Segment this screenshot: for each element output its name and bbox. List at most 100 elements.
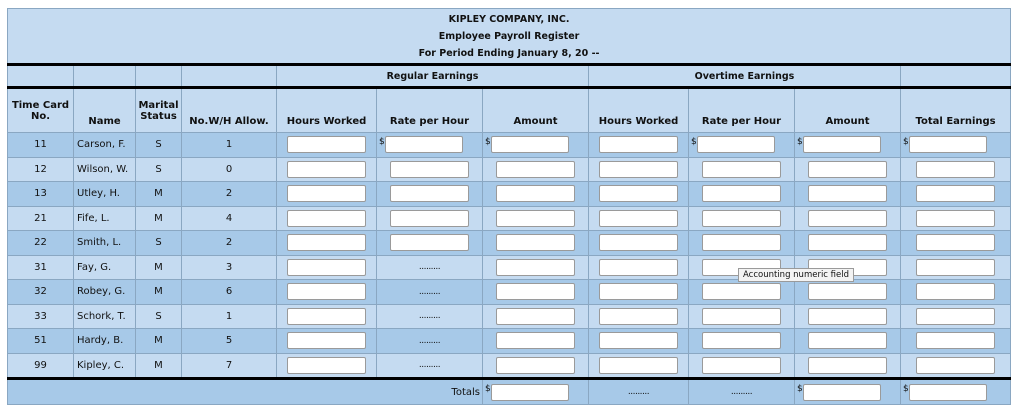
ot-hours-input[interactable] [599, 160, 678, 178]
ot-hours-input[interactable] [599, 332, 678, 350]
regular-earnings-group: Regular Earnings [276, 64, 589, 89]
reg-amount-input[interactable] [496, 185, 575, 203]
withholding-allowances: 0 [181, 156, 277, 182]
total-earnings-input[interactable] [916, 209, 996, 227]
marital-status: S [135, 230, 182, 256]
total-reg-amount-input[interactable] [491, 383, 569, 401]
dollar-sign: $ [797, 137, 803, 147]
marital-status: S [135, 303, 182, 329]
employee-name: Carson, F. [73, 132, 136, 158]
ot-rate-input[interactable] [702, 160, 781, 178]
reg-amount-input[interactable] [496, 332, 575, 350]
table-row: 31 Fay, G. M 3......... [7, 254, 1012, 280]
reg-hours-input[interactable] [287, 307, 366, 325]
ot-hours-input[interactable] [599, 307, 678, 325]
reg-amount-input[interactable] [496, 356, 575, 374]
col-ot-hours: Hours Worked [588, 87, 689, 133]
total-earnings-input[interactable] [916, 258, 996, 276]
reg-hours-input[interactable] [287, 258, 366, 276]
marital-status: M [135, 279, 182, 305]
ot-hours-input[interactable] [599, 185, 678, 203]
total-earnings-input[interactable] [909, 136, 987, 154]
col-ot-rate: Rate per Hour [688, 87, 795, 133]
ot-amount-input[interactable] [808, 283, 887, 301]
reg-hours-input[interactable] [287, 283, 366, 301]
tooltip: Accounting numeric field [738, 268, 855, 282]
ot-amount-input[interactable] [808, 356, 887, 374]
total-earnings-input[interactable] [916, 307, 996, 325]
register-title: Employee Payroll Register [438, 30, 580, 42]
reg-amount-input[interactable] [496, 160, 575, 178]
marital-status: S [135, 156, 182, 182]
ot-rate-input[interactable] [702, 283, 781, 301]
ot-hours-input[interactable] [599, 258, 678, 276]
employee-name: Utley, H. [73, 181, 136, 207]
withholding-allowances: 1 [181, 132, 277, 158]
time-card-no: 13 [7, 181, 74, 207]
reg-rate-input[interactable] [390, 234, 469, 252]
reg-hours-input[interactable] [287, 332, 366, 350]
total-ot-amount-input[interactable] [803, 383, 881, 401]
reg-rate-input[interactable] [390, 160, 469, 178]
dots-placeholder: ......... [376, 279, 483, 305]
ot-amount-input[interactable] [808, 160, 887, 178]
marital-status: M [135, 181, 182, 207]
ot-hours-input[interactable] [599, 209, 678, 227]
total-earnings-sum-input[interactable] [909, 383, 987, 401]
total-earnings-input[interactable] [916, 356, 996, 374]
dollar-sign: $ [485, 384, 491, 394]
marital-status: M [135, 328, 182, 354]
ot-rate-input[interactable] [702, 209, 781, 227]
reg-amount-input[interactable] [496, 209, 575, 227]
register-period: For Period Ending January 8, 20 -- [418, 47, 600, 59]
withholding-allowances: 6 [181, 279, 277, 305]
reg-rate-input[interactable] [390, 185, 469, 203]
total-earnings-input[interactable] [916, 283, 996, 301]
total-earnings-input[interactable] [916, 332, 996, 350]
time-card-no: 12 [7, 156, 74, 182]
ot-amount-input[interactable] [808, 209, 887, 227]
reg-amount-input[interactable] [496, 307, 575, 325]
reg-rate-input[interactable] [390, 209, 469, 227]
withholding-allowances: 2 [181, 230, 277, 256]
reg-hours-input[interactable] [287, 160, 366, 178]
reg-amount-input[interactable] [491, 136, 569, 154]
reg-hours-input[interactable] [287, 185, 366, 203]
ot-amount-input[interactable] [808, 234, 887, 252]
ot-rate-input[interactable] [702, 332, 781, 350]
ot-amount-input[interactable] [808, 307, 887, 325]
table-row: 21 Fife, L. M 4 [7, 205, 1012, 231]
reg-hours-input[interactable] [287, 356, 366, 374]
reg-amount-input[interactable] [496, 283, 575, 301]
ot-hours-input[interactable] [599, 283, 678, 301]
ot-hours-input[interactable] [599, 136, 678, 154]
col-total-earnings: Total Earnings [899, 87, 1012, 133]
dollar-sign: $ [485, 137, 491, 147]
total-earnings-input[interactable] [916, 234, 996, 252]
reg-amount-input[interactable] [496, 258, 575, 276]
ot-hours-input[interactable] [599, 356, 678, 374]
total-earnings-input[interactable] [916, 185, 996, 203]
dollar-sign: $ [379, 137, 385, 147]
ot-rate-input[interactable] [702, 356, 781, 374]
employee-name: Kipley, C. [73, 352, 136, 379]
ot-amount-input[interactable] [803, 136, 881, 154]
reg-amount-input[interactable] [496, 234, 575, 252]
ot-rate-input[interactable] [702, 234, 781, 252]
ot-rate-input[interactable] [702, 307, 781, 325]
ot-rate-input[interactable] [697, 136, 775, 154]
total-earnings-input[interactable] [916, 160, 996, 178]
time-card-no: 32 [7, 279, 74, 305]
ot-amount-input[interactable] [808, 185, 887, 203]
reg-hours-input[interactable] [287, 209, 366, 227]
col-ot-amount: Amount [794, 87, 901, 133]
reg-rate-input[interactable] [385, 136, 463, 154]
ot-rate-input[interactable] [702, 185, 781, 203]
employee-name: Fife, L. [73, 205, 136, 231]
reg-hours-input[interactable] [287, 136, 366, 154]
reg-hours-input[interactable] [287, 234, 366, 252]
dollar-sign: $ [797, 384, 803, 394]
ot-amount-input[interactable] [808, 332, 887, 350]
marital-status: M [135, 205, 182, 231]
ot-hours-input[interactable] [599, 234, 678, 252]
